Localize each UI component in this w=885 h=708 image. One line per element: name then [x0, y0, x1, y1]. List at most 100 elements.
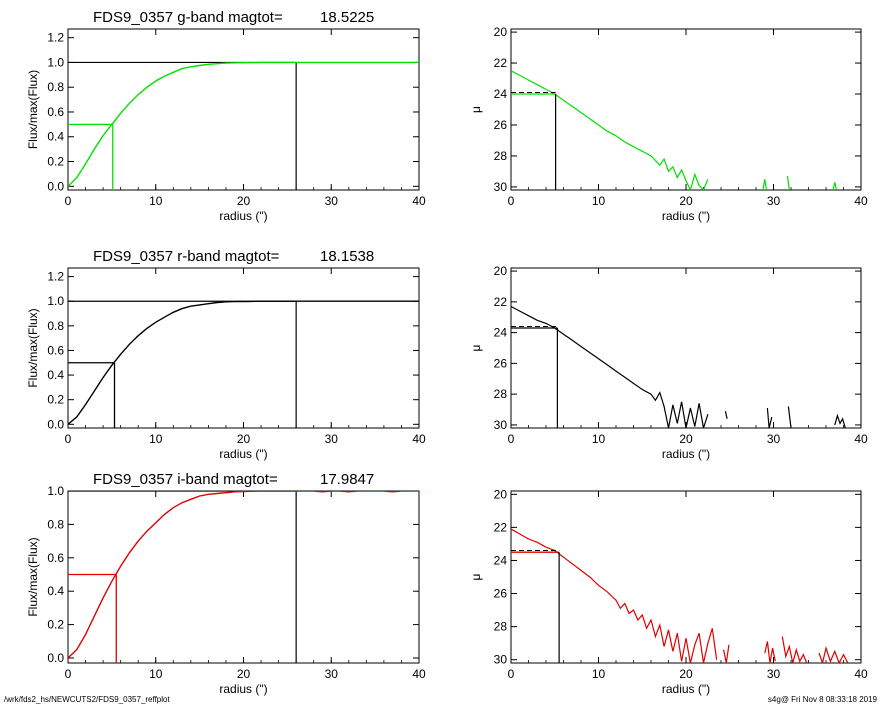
y-tick-label: 20 [494, 25, 508, 39]
x-tick-label: 0 [65, 667, 72, 681]
panel-title: FDS9_0357 i-band magtot= 17.9847 [93, 471, 374, 488]
y-tick-label: 24 [494, 87, 508, 101]
x-tick-label: 0 [65, 194, 72, 208]
y-tick-label: 26 [494, 587, 508, 601]
y-tick-label: 1.0 [47, 294, 64, 308]
panel-title-text: FDS9_0357 i-band magtot= [93, 471, 278, 488]
x-tick-label: 40 [854, 194, 868, 208]
surface-brightness-profile [723, 644, 730, 663]
growth-curve [68, 491, 419, 659]
x-tick-label: 0 [508, 432, 515, 446]
x-tick-label: 10 [149, 432, 163, 446]
y-tick-label: 0.4 [47, 368, 64, 382]
x-tick-label: 30 [767, 194, 781, 208]
y-tick-label: 30 [494, 653, 508, 667]
x-tick-label: 30 [325, 667, 339, 681]
surface-brightness-profile [818, 645, 849, 663]
footer-file-path: /wrk/fds2_hs/NEWCUTS2/FDS9_0357_reffplot [4, 695, 170, 704]
y-tick-label: 0.6 [47, 551, 64, 565]
x-tick-label: 20 [679, 194, 693, 208]
x-tick-label: 10 [149, 667, 163, 681]
panel-title-magtot: 17.9847 [320, 471, 374, 488]
plot-area [511, 528, 849, 663]
y-tick-label: 0.4 [47, 584, 64, 598]
panel-4: 0 10 20 30 40 0.0 0.2 0.4 0.6 0.8 1.0 radius (") Flu… [26, 471, 426, 696]
y-tick-label: 22 [494, 295, 508, 309]
x-tick-label: 0 [508, 194, 515, 208]
x-tick-label: 0 [508, 667, 515, 681]
plot-frame [510, 490, 862, 664]
y-tick-label: 26 [494, 118, 508, 132]
plot-area [68, 300, 419, 428]
y-tick-label: 26 [494, 356, 508, 370]
y-tick-label: 0.6 [47, 105, 64, 119]
surface-brightness-profile [511, 528, 718, 663]
y-axis-label: μ [469, 573, 483, 580]
y-tick-label: 0.0 [47, 179, 64, 193]
x-tick-label: 30 [325, 432, 339, 446]
y-axis-label: μ [469, 344, 483, 351]
x-tick-label: 30 [767, 432, 781, 446]
y-tick-label: 28 [494, 387, 508, 401]
x-tick-label: 10 [592, 194, 606, 208]
panel-title-text: FDS9_0357 g-band magtot= [93, 9, 283, 26]
panel-5: 0 10 20 30 40 20 22 24 26 28 30 radius (") μ [469, 487, 868, 696]
surface-brightness-profile [511, 70, 709, 190]
x-tick-label: 20 [237, 432, 251, 446]
y-tick-label: 0.6 [47, 343, 64, 357]
panel-2: 0 10 20 30 40 0.0 0.2 0.4 0.6 0.8 1.0 1.2 radius (")… [26, 248, 426, 461]
x-tick-label: 10 [592, 667, 606, 681]
panel-3: 0 10 20 30 40 20 22 24 26 28 30 radius (") μ [469, 264, 868, 461]
panel-title: FDS9_0357 g-band magtot= 18.5225 [93, 9, 374, 26]
x-tick-label: 10 [592, 432, 606, 446]
surface-brightness-profile [834, 413, 846, 428]
y-tick-label: 22 [494, 56, 508, 70]
x-axis-label: radius (") [662, 682, 710, 696]
y-tick-label: 0.0 [47, 651, 64, 665]
plot-frame [510, 267, 862, 429]
x-tick-label: 10 [149, 194, 163, 208]
x-axis-label: radius (") [219, 682, 267, 696]
panel-title-magtot: 18.5225 [320, 9, 374, 26]
panel-title: FDS9_0357 r-band magtot= 18.1538 [93, 248, 374, 265]
y-tick-label: 20 [494, 487, 508, 501]
x-tick-label: 30 [325, 194, 339, 208]
surface-brightness-profile [832, 182, 838, 190]
x-axis-label: radius (") [219, 209, 267, 223]
y-tick-label: 1.0 [47, 55, 64, 69]
y-tick-label: 20 [494, 264, 508, 278]
y-tick-label: 0.8 [47, 319, 64, 333]
plot-area [511, 70, 838, 190]
y-tick-label: 0.2 [47, 393, 64, 407]
y-axis-label: μ [469, 106, 483, 113]
y-axis-label: Flux/max(Flux) [26, 70, 40, 149]
y-tick-label: 0.8 [47, 80, 64, 94]
y-tick-label: 30 [494, 180, 508, 194]
plot-frame [67, 490, 420, 664]
surface-brightness-profile [766, 407, 773, 428]
x-axis-label: radius (") [219, 447, 267, 461]
panel-title-text: FDS9_0357 r-band magtot= [93, 248, 280, 265]
y-tick-label: 0.0 [47, 417, 64, 431]
x-tick-label: 40 [854, 667, 868, 681]
y-tick-label: 24 [494, 326, 508, 340]
plot-area [68, 61, 419, 190]
x-tick-label: 20 [237, 667, 251, 681]
x-tick-label: 40 [412, 194, 426, 208]
footer-timestamp: s4g@ Fri Nov 8 08:33:18 2019 [767, 695, 877, 704]
y-tick-label: 28 [494, 620, 508, 634]
x-tick-label: 20 [679, 667, 693, 681]
y-axis-label: Flux/max(Flux) [26, 308, 40, 387]
x-tick-label: 40 [854, 432, 868, 446]
x-tick-label: 0 [65, 432, 72, 446]
y-tick-label: 28 [494, 149, 508, 163]
y-tick-label: 0.2 [47, 155, 64, 169]
panel-title-magtot: 18.1538 [320, 248, 374, 265]
plot-frame [67, 267, 420, 429]
y-tick-label: 1.0 [47, 484, 64, 498]
x-tick-label: 40 [412, 667, 426, 681]
x-axis-label: radius (") [662, 447, 710, 461]
panel-1: 0 10 20 30 40 20 22 24 26 28 30 radius (") μ [469, 25, 868, 223]
y-axis-label: Flux/max(Flux) [26, 537, 40, 616]
plot-area [511, 305, 846, 428]
